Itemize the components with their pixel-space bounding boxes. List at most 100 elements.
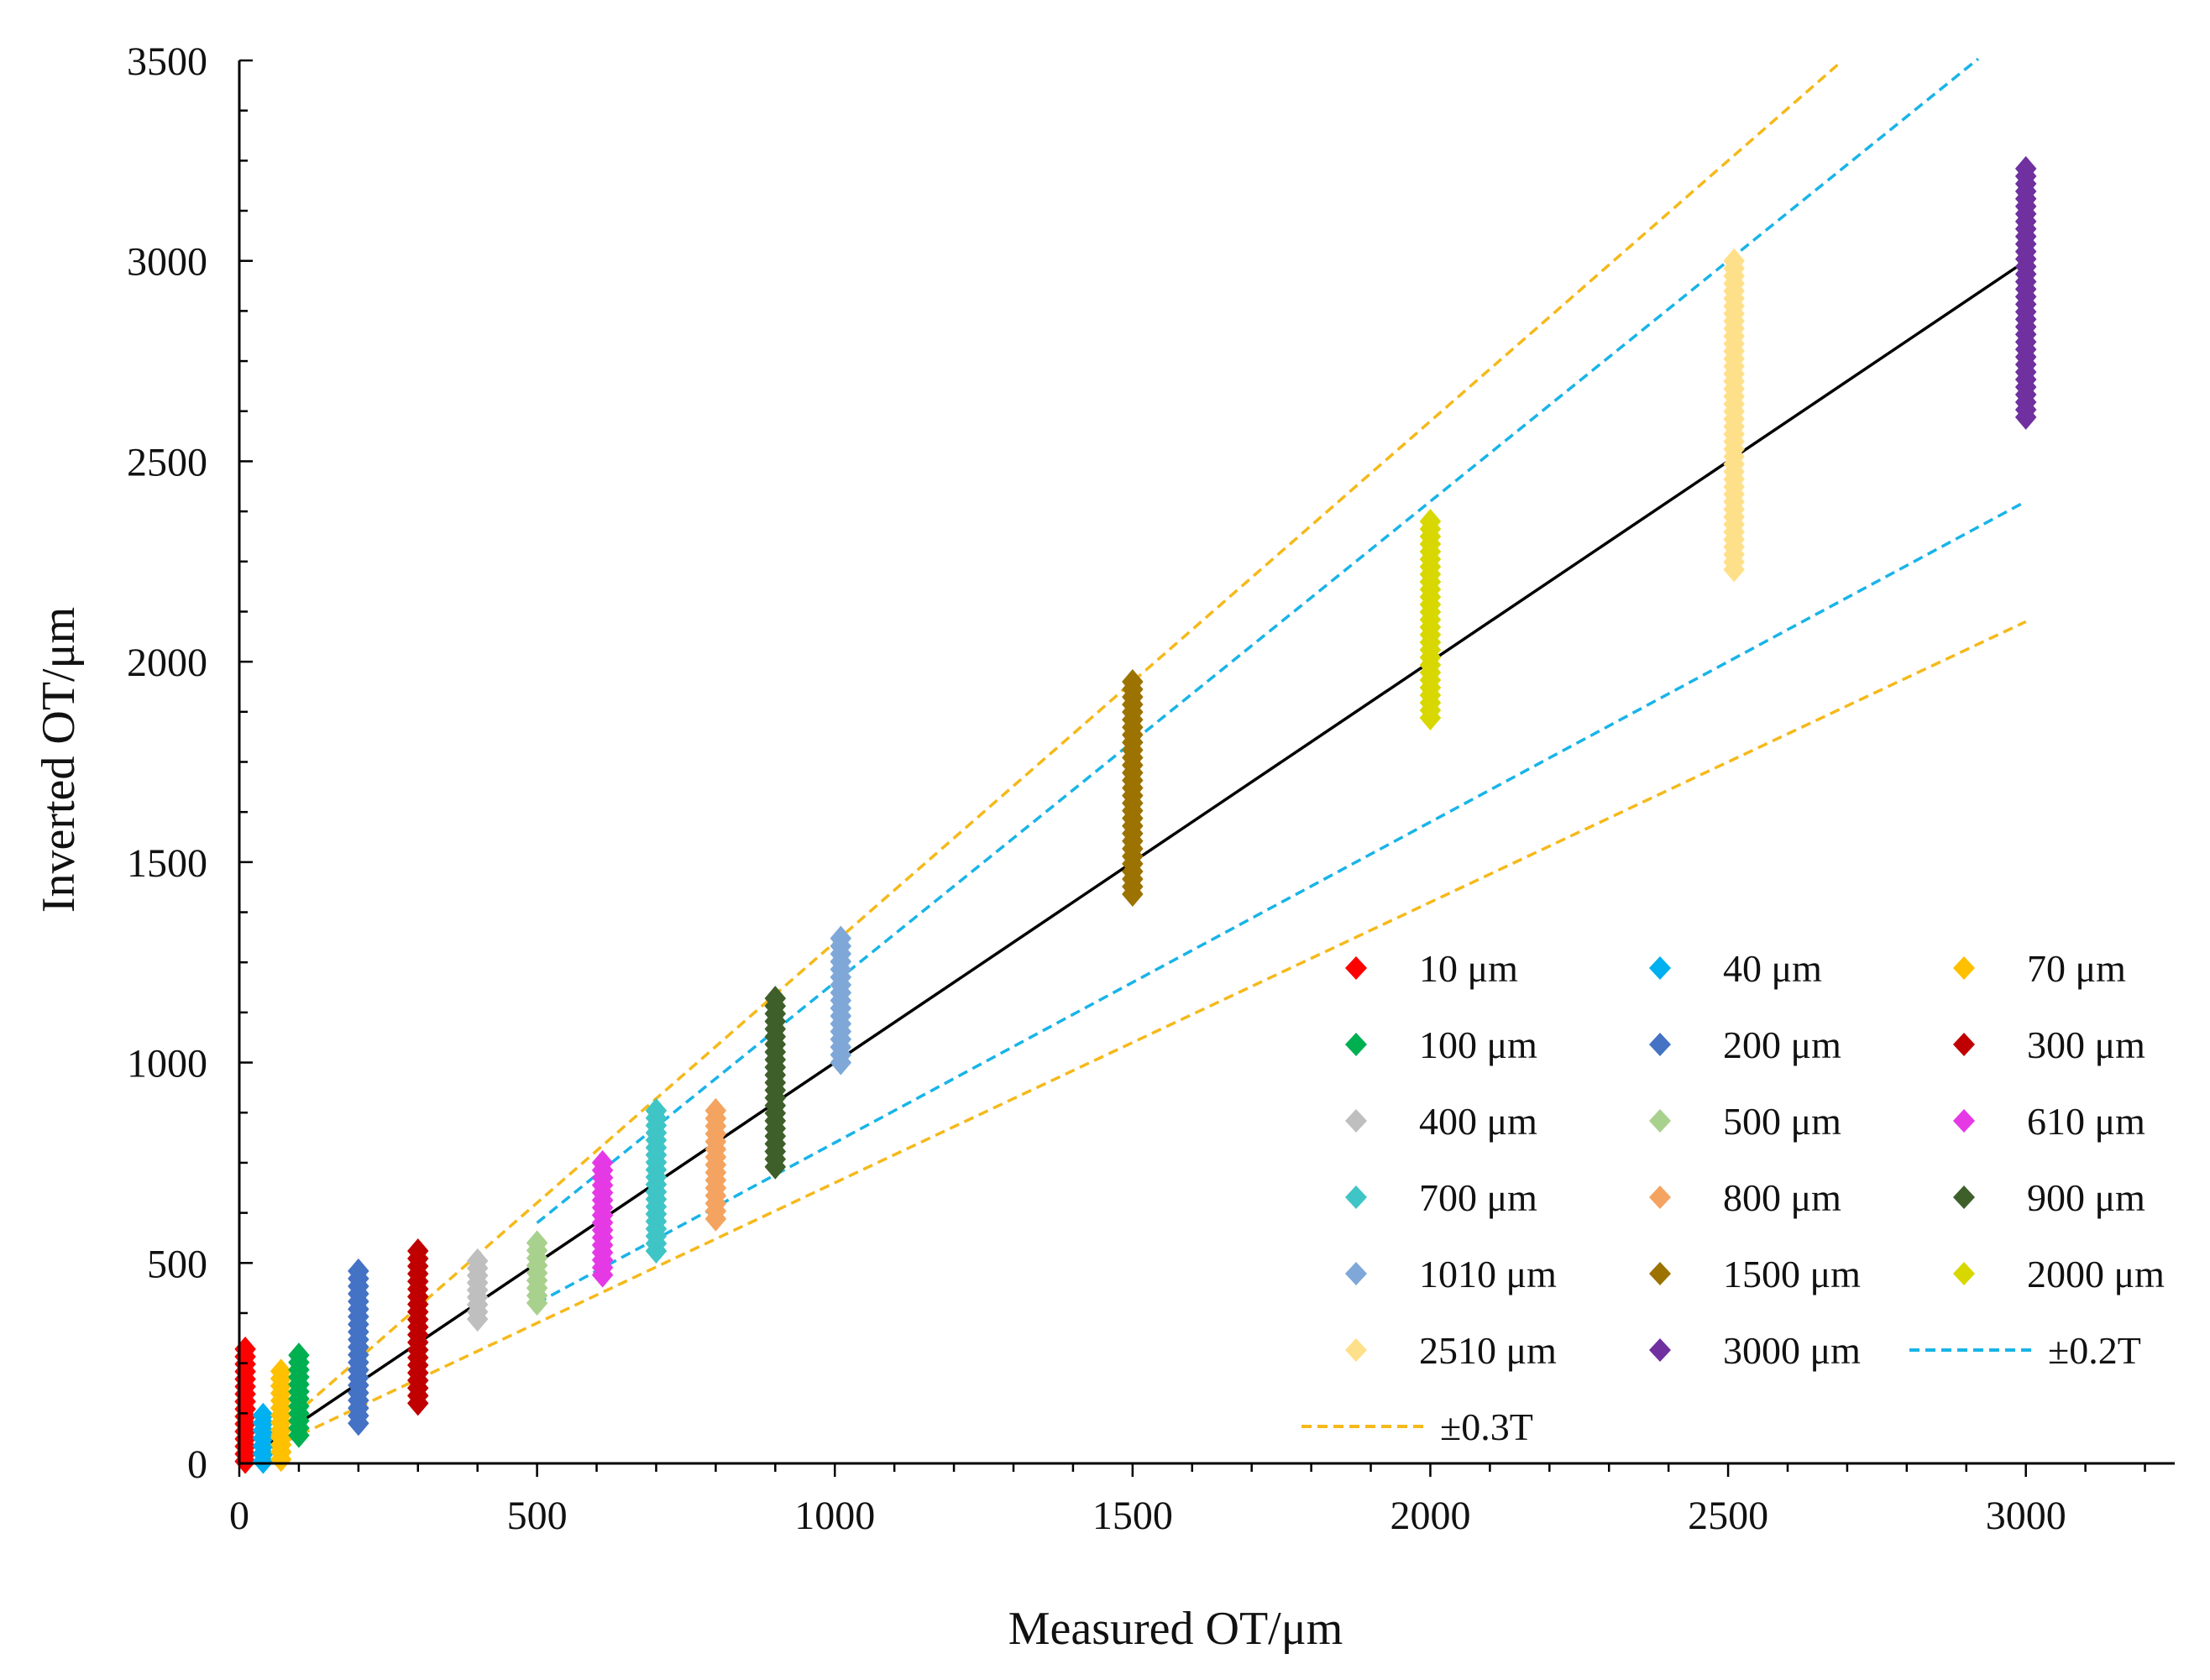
legend-label: 610 μm	[2027, 1100, 2145, 1143]
legend-label: 700 μm	[1419, 1176, 1537, 1219]
legend-item: 200 μm	[1649, 1023, 1841, 1066]
y-tick-label: 3000	[127, 240, 207, 285]
y-tick-label: 1000	[127, 1042, 207, 1086]
y-tick-label: 2500	[127, 440, 207, 484]
legend-marker	[1345, 956, 1367, 980]
y-tick-label: 3500	[127, 39, 207, 84]
legend-item: 2510 μm	[1345, 1329, 1557, 1372]
legend-label: 1010 μm	[1419, 1253, 1557, 1295]
data-point	[466, 1306, 489, 1332]
legend-item: 400 μm	[1345, 1100, 1537, 1143]
data-point	[407, 1390, 429, 1416]
legend-marker	[1345, 1262, 1367, 1285]
data-point	[704, 1206, 727, 1232]
legend-marker	[1345, 1338, 1367, 1362]
data-points	[234, 155, 2037, 1474]
data-point	[526, 1290, 548, 1316]
legend-item: 500 μm	[1649, 1100, 1841, 1143]
x-tick-label: 3000	[1986, 1494, 2066, 1538]
legend-marker	[1649, 1262, 1671, 1285]
legend-label: 400 μm	[1419, 1100, 1537, 1143]
x-tick-label: 1000	[794, 1494, 875, 1538]
legend-item: ±0.3T	[1301, 1405, 1533, 1448]
reference-line	[256, 60, 1842, 1449]
legend-label: 70 μm	[2027, 947, 2126, 990]
y-axis-title: Inverted OT/μm	[33, 607, 85, 913]
x-tick-label: 500	[507, 1494, 568, 1538]
series-group	[2014, 155, 2037, 430]
data-point	[1723, 557, 1745, 583]
legend-marker	[1649, 1338, 1671, 1362]
series-group	[1723, 248, 1745, 583]
data-point	[2014, 404, 2037, 430]
series-group	[704, 1097, 727, 1232]
series-group	[270, 1358, 292, 1473]
axes: 0 500 1000 1500 2000 2500 3000 0 500 1000 1500 2000…	[127, 39, 2175, 1538]
legend-item: 1010 μm	[1345, 1253, 1557, 1295]
series-group	[526, 1230, 548, 1316]
legend-label: 200 μm	[1723, 1023, 1841, 1066]
legend-label: 3000 μm	[1723, 1329, 1861, 1372]
x-tick-label: 2500	[1688, 1494, 1768, 1538]
legend-marker	[1953, 1033, 1975, 1056]
legend-marker	[1649, 1109, 1671, 1133]
legend-item: 700 μm	[1345, 1176, 1537, 1219]
x-axis-title: Measured OT/μm	[1008, 1603, 1343, 1655]
x-tick-label: 2000	[1390, 1494, 1470, 1538]
legend-label: 100 μm	[1419, 1023, 1537, 1066]
legend-label: 900 μm	[2027, 1176, 2145, 1219]
series-group	[348, 1258, 369, 1437]
legend-label: 40 μm	[1723, 947, 1822, 990]
reference-line	[536, 500, 2027, 1305]
legend-item: 70 μm	[1953, 947, 2126, 990]
legend-label: ±0.3T	[1440, 1405, 1533, 1448]
legend-label: 2000 μm	[2027, 1253, 2165, 1295]
legend-label: 1500 μm	[1723, 1253, 1861, 1295]
data-point	[252, 1448, 275, 1474]
series-group	[591, 1149, 614, 1288]
legend-marker	[1953, 1262, 1975, 1285]
series-group	[645, 1097, 668, 1264]
data-point	[348, 1410, 369, 1437]
y-tick-label: 500	[147, 1242, 207, 1286]
series-group	[407, 1238, 429, 1416]
legend-item: 40 μm	[1649, 947, 1822, 990]
legend-item: 10 μm	[1345, 947, 1518, 990]
series-group	[1419, 509, 1442, 730]
legend-item: 2000 μm	[1953, 1253, 2165, 1295]
legend-label: ±0.2T	[2048, 1329, 2141, 1372]
legend-item: 900 μm	[1953, 1176, 2145, 1219]
legend-item: 3000 μm	[1649, 1329, 1861, 1372]
legend-item: 800 μm	[1649, 1176, 1841, 1219]
data-point	[645, 1238, 668, 1264]
legend-item: 100 μm	[1345, 1023, 1537, 1066]
series-group	[830, 925, 852, 1076]
legend-marker	[1649, 1185, 1671, 1209]
legend-marker	[1345, 1033, 1367, 1056]
legend-label: 500 μm	[1723, 1100, 1841, 1143]
series-group	[252, 1402, 275, 1474]
x-tick-label: 1500	[1092, 1494, 1173, 1538]
legend-marker	[1649, 956, 1671, 980]
legend-label: 800 μm	[1723, 1176, 1841, 1219]
data-point	[1122, 882, 1144, 908]
series-group	[764, 986, 787, 1180]
data-point	[830, 1049, 852, 1076]
y-tick-label: 2000	[127, 641, 207, 685]
legend-marker	[1953, 1185, 1975, 1209]
series-group	[1122, 669, 1144, 908]
legend-item: ±0.2T	[1909, 1329, 2141, 1372]
data-point	[288, 1422, 310, 1448]
legend-marker	[1345, 1185, 1367, 1209]
legend-marker	[1345, 1109, 1367, 1133]
legend-item: 300 μm	[1953, 1023, 2145, 1066]
legend: 10 μm 40 μm 70 μm 100 μm 200 μm 300 μm 400 μm 5…	[1301, 947, 2165, 1448]
legend-item: 1500 μm	[1649, 1253, 1861, 1295]
y-tick-label: 0	[187, 1442, 207, 1487]
data-point	[1419, 704, 1442, 730]
legend-label: 2510 μm	[1419, 1329, 1557, 1372]
legend-label: 300 μm	[2027, 1023, 2145, 1066]
legend-marker	[1953, 1109, 1975, 1133]
legend-marker	[1953, 956, 1975, 980]
